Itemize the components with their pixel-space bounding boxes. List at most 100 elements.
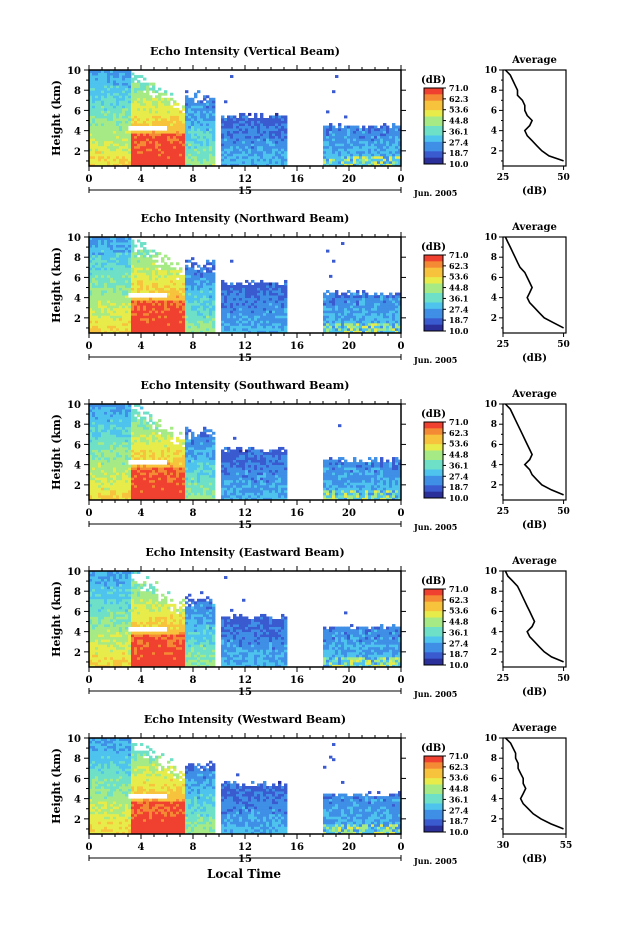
heatmap-cell [356,143,360,147]
heatmap-cell [374,160,378,164]
heatmap-cell [119,315,123,319]
heatmap-cell [104,330,108,334]
heatmap-cell [269,135,273,139]
heatmap-cell [104,439,108,443]
heatmap-cell [116,472,120,476]
heatmap-cell [119,322,123,326]
heatmap-cell [203,264,207,268]
heatmap-cell [389,310,393,314]
heatmap-cell [380,315,384,319]
heatmap-cell [92,472,96,476]
heatmap-cell [98,290,102,293]
heatmap-cell [119,262,123,266]
heatmap-cell [272,150,276,154]
heatmap-cell [155,115,159,119]
heatmap-cell [239,125,243,129]
heatmap-cell [209,107,213,111]
heatmap-cell [245,300,249,304]
heatmap-cell [155,277,159,281]
heatmap-cell [161,120,165,124]
heatmap-cell [179,277,183,281]
heatmap-cell [365,307,369,311]
heatmap-cell [212,264,216,268]
heatmap-cell [272,320,276,324]
heatmap-cell [191,320,195,324]
heatmap-cell [188,300,192,304]
heatmap-cell [113,158,117,162]
heatmap-cell [101,406,105,410]
heatmap-cell [392,148,396,152]
heatmap-cell [335,307,339,311]
heatmap-cell [269,130,273,134]
heatmap-cell [191,285,195,288]
heatmap-cell [389,140,393,144]
heatmap-cell [158,282,162,286]
heatmap-cell [278,138,282,142]
heatmap-cell [248,118,252,121]
heatmap-cell [125,148,129,152]
heatmap-cell [275,325,279,329]
colorbar-tick-label: 27.4 [449,304,469,314]
heatmap-cell [239,123,243,126]
heatmap-cell [269,158,273,162]
heatmap-cell [284,315,288,319]
heatmap-cell [191,282,195,286]
heatmap-cell [227,123,231,126]
heatmap-cell [125,295,129,299]
heatmap-cell [92,277,96,281]
heatmap-cell [260,133,264,137]
heatmap-cell [170,145,174,149]
heatmap-cell [242,135,246,139]
heatmap-cell [323,297,327,301]
heatmap-cell [146,327,150,331]
heatmap-cell [110,482,114,486]
heatmap-cell [89,404,93,407]
heatmap-cell [101,80,105,84]
heatmap-cell [239,135,243,139]
heatmap-cell [257,310,261,314]
heatmap-cell [137,282,141,286]
heatmap-cell [266,292,270,296]
heatmap-cell [101,123,105,126]
heatmap-cell [230,138,234,142]
heatmap-cell [104,295,108,299]
heatmap-cell [164,305,168,309]
heatmap-cell [107,287,111,291]
heatmap-cell [200,145,204,149]
heatmap-cell [284,300,288,304]
heatmap-cell [197,292,201,296]
heatmap-cell [212,315,216,319]
heatmap-cell [212,107,216,111]
heatmap-cell [332,327,336,331]
heatmap-cell [254,153,258,157]
heatmap-cell [152,322,156,326]
heatmap-cell [125,160,129,164]
heatmap-cell [101,97,105,101]
heatmap-cell [155,95,159,99]
heatmap-cell [323,143,327,147]
heatmap-cell [332,130,336,134]
heatmap-cell [386,315,390,319]
heatmap-cell [95,262,99,266]
heatmap-cell [182,277,186,281]
heatmap-cell [131,310,135,314]
heatmap-cell [212,307,216,311]
heatmap-cell [104,274,108,278]
heatmap-cell [89,249,93,253]
colorbar-band [424,141,443,146]
heatmap-cell [155,272,159,276]
heatmap-cell [89,292,93,296]
heatmap-cell [101,452,105,455]
heatmap-cell [245,295,249,299]
heatmap-cell [182,133,186,137]
heatmap-cell [272,327,276,331]
heatmap-cell [122,135,126,139]
heatmap-cell [155,307,159,311]
heatmap-cell [266,315,270,319]
heatmap-cell [101,135,105,139]
heatmap-cell [101,317,105,321]
heatmap-cell [194,145,198,149]
heatmap-cell [323,150,327,154]
heatmap-cell [173,160,177,164]
heatmap-cell [146,92,150,96]
